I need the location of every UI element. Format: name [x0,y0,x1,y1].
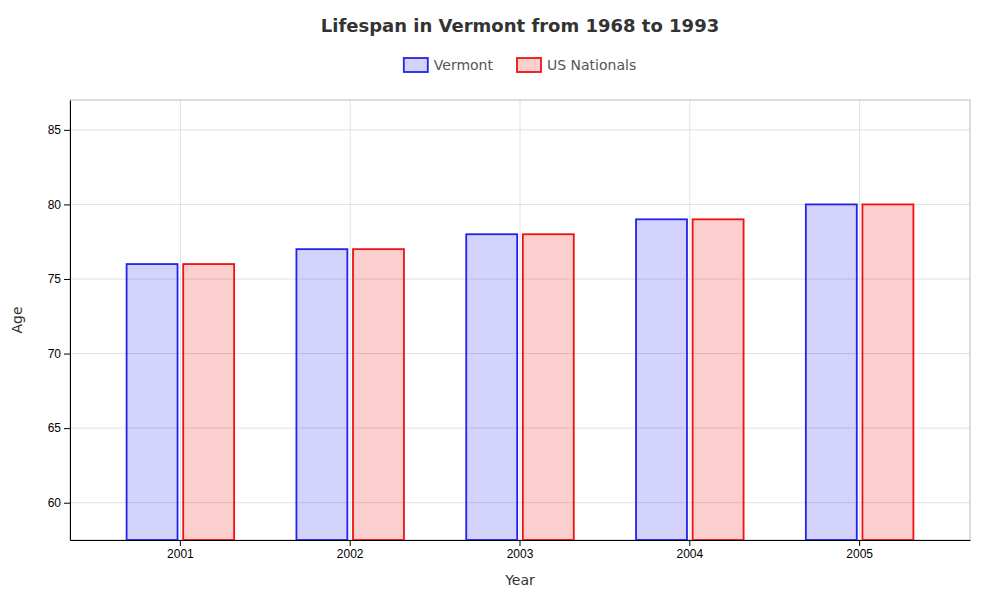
y-axis-title: Age [9,306,25,333]
bar [523,234,574,540]
bar [296,249,347,540]
x-tick: 2001 [167,540,194,561]
legend-swatch [404,58,428,72]
x-tick-label: 2001 [167,547,194,561]
bar [466,234,517,540]
y-tick: 80 [48,198,70,212]
y-tick-label: 75 [48,272,62,286]
x-tick-mark [859,540,860,546]
title: Lifespan in Vermont from 1968 to 1993 [321,15,719,36]
y-axis: 60 65 70 75 80 85 [48,101,71,541]
y-tick-label: 65 [48,421,62,435]
bar [353,249,404,540]
plot: 2001 2002 2003 2004 2005 60 65 70 75 80 85 [48,100,971,561]
y-tick: 75 [48,272,70,286]
y-tick-label: 85 [48,123,62,137]
y-tick: 60 [48,496,70,510]
grid [70,100,970,540]
plot-frame [70,100,970,540]
y-tick-mark [64,503,70,504]
x-axis-title: Year [504,572,535,588]
x-tick-mark [520,540,521,546]
y-tick-label: 60 [48,496,62,510]
grid-line-x [520,100,521,540]
x-tick-mark [350,540,351,546]
legend-label: Vermont [434,57,494,73]
x-tick-label: 2003 [507,547,534,561]
y-tick: 65 [48,421,70,435]
legend-swatch [517,58,541,72]
x-tick: 2003 [507,540,534,561]
y-tick-label: 70 [48,347,62,361]
x-axis: 2001 2002 2003 2004 2005 [71,540,971,561]
legend: Vermont US Nationals [404,57,636,73]
bars [127,204,914,540]
y-tick-mark [64,428,70,429]
x-tick-mark [180,540,181,546]
grid-line-x [180,100,181,540]
x-tick: 2005 [846,540,873,561]
x-tick-label: 2005 [846,547,873,561]
y-tick-mark [64,130,70,131]
bar [183,264,234,540]
legend-item: US Nationals [517,57,636,73]
bar [806,204,857,540]
grid-line-x [689,100,690,540]
y-tick: 85 [48,123,70,137]
y-axis-line [70,101,71,541]
legend-item: Vermont [404,57,494,73]
y-tick-mark [64,279,70,280]
y-tick-mark [64,204,70,205]
grid-line-x [859,100,860,540]
x-tick-label: 2002 [337,547,364,561]
y-tick-mark [64,354,70,355]
y-tick: 70 [48,347,70,361]
x-tick: 2002 [337,540,364,561]
bar [636,219,687,540]
legend-label: US Nationals [547,57,636,73]
chart: 2001 2002 2003 2004 2005 60 65 70 75 80 85 Lifespan… [0,0,1000,600]
grid-line-x [350,100,351,540]
bar [693,219,744,540]
x-tick-label: 2004 [676,547,703,561]
bar [127,264,178,540]
bar [862,204,913,540]
x-tick: 2004 [676,540,703,561]
y-tick-label: 80 [48,198,62,212]
x-tick-mark [689,540,690,546]
